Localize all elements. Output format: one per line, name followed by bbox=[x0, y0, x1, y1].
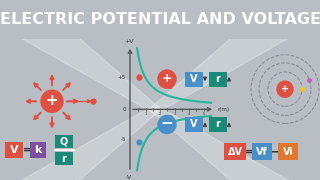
Text: 5: 5 bbox=[203, 112, 205, 116]
FancyBboxPatch shape bbox=[5, 142, 23, 158]
Text: 4: 4 bbox=[188, 112, 190, 116]
Text: r: r bbox=[61, 154, 67, 164]
Text: Vi: Vi bbox=[283, 147, 293, 157]
Text: r: r bbox=[216, 74, 220, 84]
Text: +: + bbox=[162, 72, 172, 85]
Text: +: + bbox=[281, 84, 289, 94]
Text: -5: -5 bbox=[121, 137, 126, 142]
Circle shape bbox=[158, 70, 176, 88]
Text: V: V bbox=[10, 145, 18, 155]
Text: +V: +V bbox=[124, 39, 134, 44]
Text: V: V bbox=[190, 120, 198, 129]
FancyBboxPatch shape bbox=[252, 143, 272, 160]
Circle shape bbox=[41, 90, 63, 112]
Text: =: = bbox=[244, 147, 254, 157]
Text: +: + bbox=[46, 93, 58, 108]
Text: Vf: Vf bbox=[256, 147, 268, 157]
FancyBboxPatch shape bbox=[278, 143, 298, 160]
Text: 3: 3 bbox=[173, 112, 176, 116]
FancyBboxPatch shape bbox=[55, 135, 73, 148]
FancyBboxPatch shape bbox=[185, 117, 203, 132]
FancyBboxPatch shape bbox=[209, 71, 227, 87]
Text: Q: Q bbox=[60, 137, 68, 147]
Polygon shape bbox=[153, 0, 320, 113]
FancyBboxPatch shape bbox=[30, 142, 46, 158]
Text: r(m): r(m) bbox=[218, 107, 230, 112]
FancyBboxPatch shape bbox=[224, 143, 246, 160]
Circle shape bbox=[158, 115, 176, 134]
Text: -V: -V bbox=[126, 175, 132, 180]
Text: V: V bbox=[190, 74, 198, 84]
Text: +5: +5 bbox=[118, 75, 126, 80]
FancyBboxPatch shape bbox=[55, 152, 73, 165]
Polygon shape bbox=[0, 0, 157, 113]
Text: r: r bbox=[216, 120, 220, 129]
Text: ΔV: ΔV bbox=[228, 147, 243, 157]
Polygon shape bbox=[0, 106, 157, 180]
Text: k: k bbox=[34, 145, 42, 155]
FancyBboxPatch shape bbox=[209, 117, 227, 132]
Circle shape bbox=[277, 81, 293, 97]
FancyBboxPatch shape bbox=[185, 71, 203, 87]
Text: =: = bbox=[22, 145, 32, 155]
Text: ELECTRIC POTENTIAL AND VOLTAGE: ELECTRIC POTENTIAL AND VOLTAGE bbox=[0, 12, 320, 27]
Polygon shape bbox=[153, 106, 320, 180]
Text: −: − bbox=[270, 145, 280, 158]
Text: 1: 1 bbox=[144, 112, 147, 116]
Text: −: − bbox=[161, 116, 173, 131]
Text: ·: · bbox=[53, 145, 57, 155]
Text: 0: 0 bbox=[123, 107, 126, 112]
Text: 2: 2 bbox=[159, 112, 161, 116]
